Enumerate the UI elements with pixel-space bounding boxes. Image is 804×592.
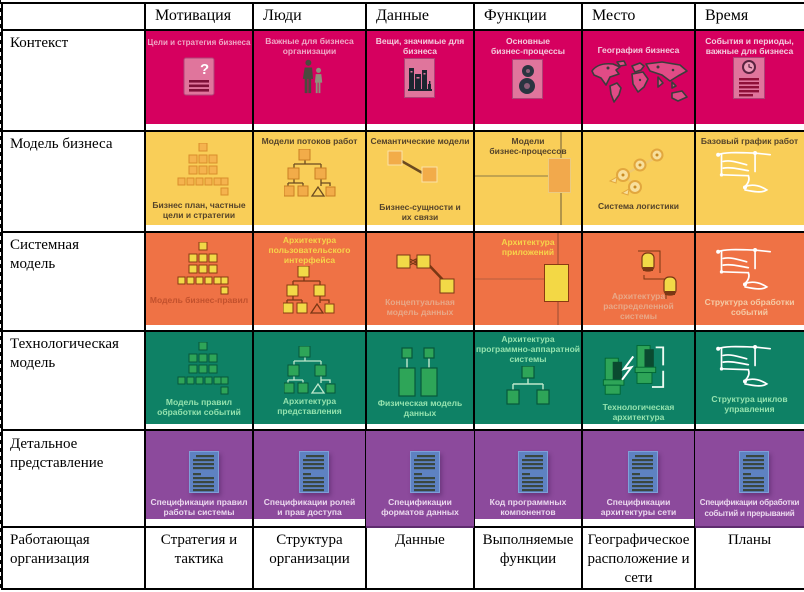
svg-text:?: ?	[200, 61, 209, 78]
